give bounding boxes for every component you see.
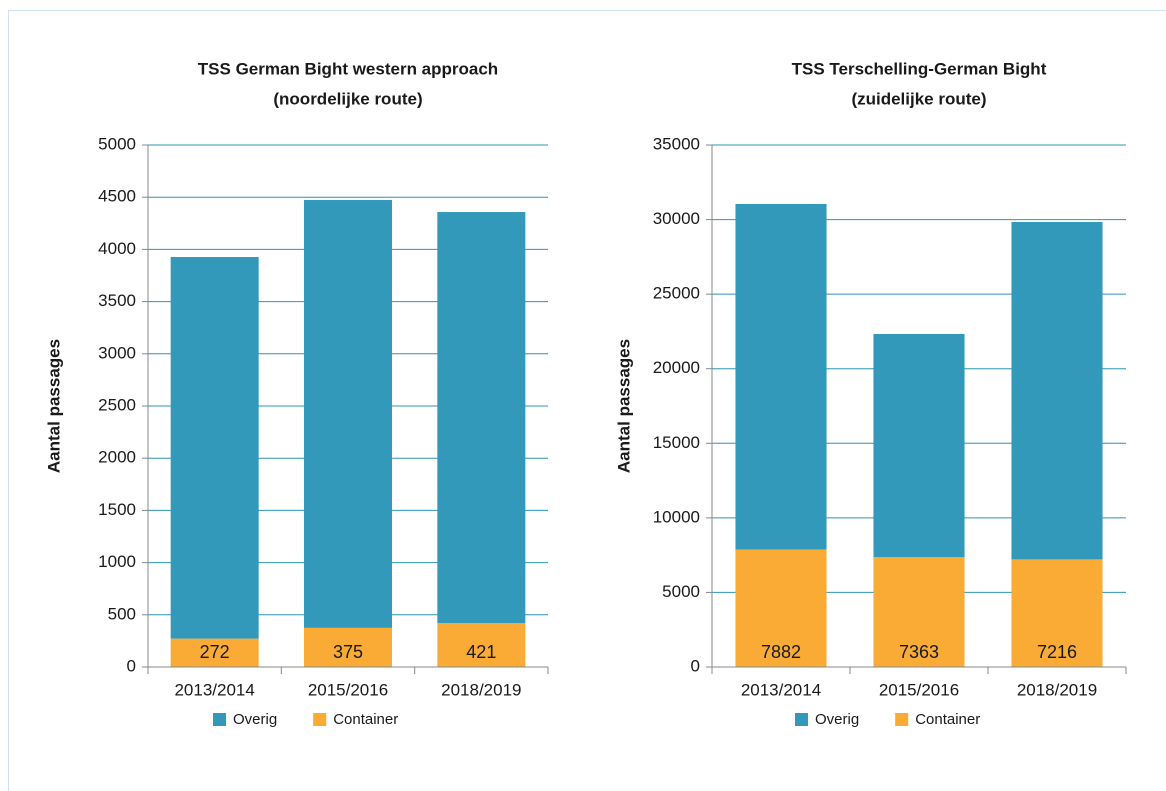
legend-swatch: [895, 713, 909, 726]
y-tick-label: 15000: [653, 433, 700, 452]
bar-segment: [170, 257, 259, 639]
y-tick-label: 5000: [98, 134, 136, 153]
x-tick-label: 2013/2014: [741, 680, 821, 699]
legend-swatch: [795, 713, 808, 726]
bar-segment: [1011, 221, 1103, 560]
bar-segment: [170, 638, 259, 667]
bar-segment: [304, 627, 392, 667]
y-tick-label: 4500: [98, 187, 136, 206]
legend-label: Overig: [815, 711, 859, 728]
y-tick-label: 0: [127, 656, 136, 675]
bar-segment: [873, 557, 965, 667]
x-tick-label: 2018/2019: [441, 680, 521, 699]
y-axis-label: Aantal passages: [44, 339, 63, 473]
legend-label: Container: [333, 711, 398, 728]
chart-subtitle: (zuidelijke route): [851, 89, 986, 108]
bar-segment: [437, 212, 526, 624]
data-label: 7363: [899, 642, 939, 662]
y-tick-label: 2500: [98, 395, 136, 414]
bar-segment: [1011, 559, 1103, 667]
y-tick-label: 5000: [662, 582, 700, 601]
y-tick-label: 10000: [653, 507, 700, 526]
x-tick-label: 2015/2016: [879, 680, 959, 699]
y-tick-label: 0: [691, 656, 700, 675]
y-tick-label: 25000: [653, 284, 700, 303]
y-axis-label: Aantal passages: [614, 339, 633, 473]
chart-title: TSS Terschelling-German Bight: [792, 59, 1047, 78]
legend-swatch: [313, 713, 327, 726]
data-label: 7882: [761, 642, 801, 662]
data-label: 272: [200, 642, 230, 662]
bar-segment: [735, 549, 827, 667]
x-tick-label: 2013/2014: [174, 680, 254, 699]
y-tick-label: 3500: [98, 291, 136, 310]
y-tick-label: 1500: [98, 500, 136, 519]
y-tick-label: 3000: [98, 343, 136, 362]
legend-swatch: [213, 713, 226, 726]
legend-label: Overig: [233, 711, 277, 728]
y-tick-label: 30000: [653, 209, 700, 228]
x-tick-label: 2018/2019: [1017, 680, 1097, 699]
y-tick-label: 500: [108, 604, 136, 623]
y-tick-label: 20000: [653, 358, 700, 377]
data-label: 7216: [1037, 642, 1077, 662]
chart-title: TSS German Bight western approach: [198, 59, 498, 78]
bar-segment: [304, 200, 392, 628]
x-tick-label: 2015/2016: [308, 680, 388, 699]
legend-label: Container: [915, 711, 980, 728]
y-tick-label: 1000: [98, 552, 136, 571]
y-tick-label: 35000: [653, 134, 700, 153]
chart-subtitle: (noordelijke route): [273, 89, 422, 108]
y-tick-label: 4000: [98, 239, 136, 258]
bar-segment: [437, 623, 526, 667]
frame: [8, 10, 1166, 791]
bar-segment: [735, 203, 827, 550]
data-label: 375: [333, 642, 363, 662]
bar-segment: [873, 333, 965, 558]
data-label: 421: [466, 642, 496, 662]
y-tick-label: 2000: [98, 448, 136, 467]
